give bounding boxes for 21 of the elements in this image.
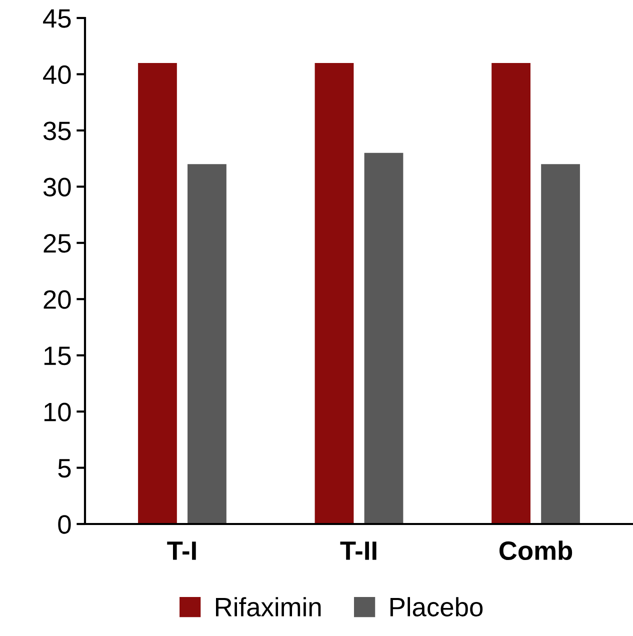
y-tick-label: 35 bbox=[43, 122, 71, 140]
x-tick-label: T-II bbox=[340, 542, 376, 560]
y-tick-label: 0 bbox=[58, 515, 71, 534]
y-tick-label: 40 bbox=[43, 65, 71, 84]
legend-label: Placebo bbox=[390, 597, 483, 616]
bar bbox=[364, 152, 404, 524]
x-tick-label: T-I bbox=[167, 542, 196, 560]
bar bbox=[314, 62, 354, 524]
x-tick-label: Comb bbox=[499, 540, 572, 560]
y-tick-label: 45 bbox=[43, 9, 71, 28]
legend-label: Rifaximin bbox=[216, 597, 321, 616]
bar bbox=[541, 164, 580, 524]
y-tick-label: 30 bbox=[43, 178, 71, 196]
bar bbox=[138, 62, 177, 524]
bar bbox=[492, 62, 530, 524]
y-tick-label: 20 bbox=[44, 290, 71, 309]
y-tick-label: 10 bbox=[44, 402, 71, 422]
y-tick-label: 15 bbox=[44, 346, 71, 366]
bar bbox=[188, 164, 226, 524]
y-tick-label: 25 bbox=[44, 234, 71, 253]
y-tick-label: 5 bbox=[58, 459, 71, 478]
